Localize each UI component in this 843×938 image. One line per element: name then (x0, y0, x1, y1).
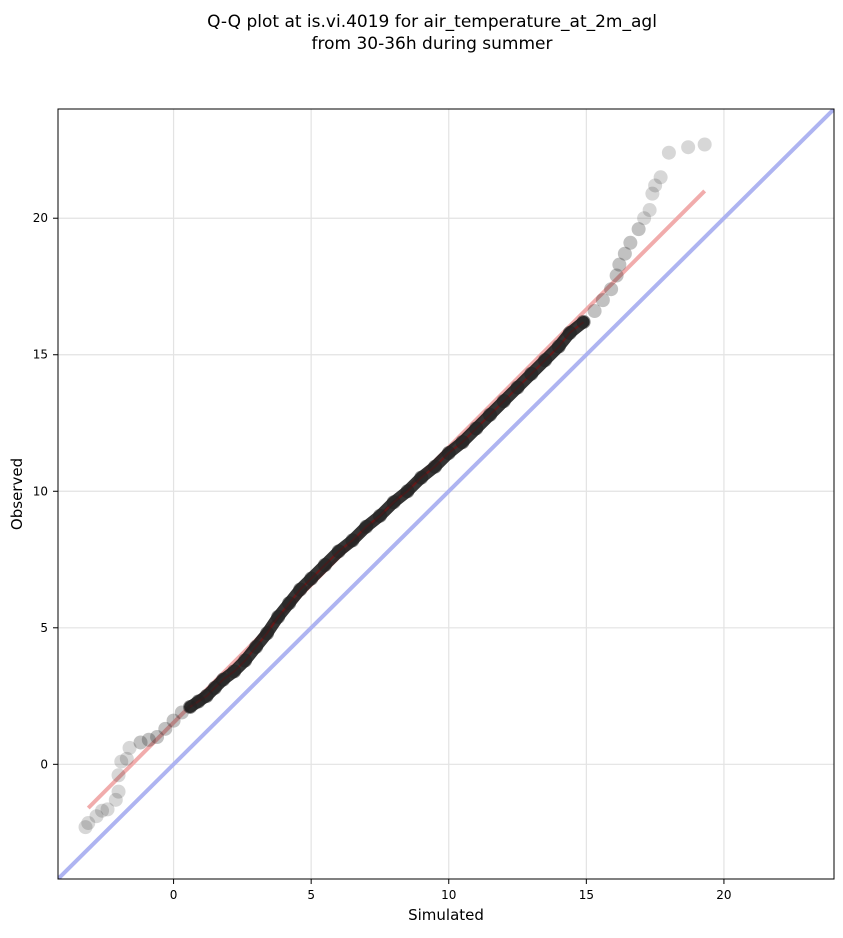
scatter-point (304, 571, 319, 586)
scatter-point (81, 816, 96, 831)
scatter-point (293, 582, 308, 597)
scatter-point (216, 672, 231, 687)
x-axis-ticks: 0 5 10 15 20 (170, 879, 732, 902)
scatter-point (595, 293, 610, 308)
scatter-point (697, 137, 712, 152)
scatter-point (562, 325, 577, 340)
scatter-point (645, 186, 660, 201)
scatter-point (386, 495, 401, 510)
scatter-point (661, 145, 676, 160)
plot-area-frame (57, 108, 835, 880)
x-tick-label: 15 (579, 888, 594, 902)
x-tick-label: 20 (716, 888, 731, 902)
x-axis-label: Simulated (408, 906, 484, 924)
scatter-point (271, 609, 286, 624)
scatter-point (538, 353, 553, 368)
scatter-point (359, 519, 374, 534)
scatter-point (150, 730, 165, 745)
scatter-point (119, 751, 134, 766)
scatter-point (441, 446, 456, 461)
scatter-point (95, 803, 110, 818)
scatter-point (576, 314, 591, 329)
scatter-point (427, 459, 442, 474)
scatter-point (653, 170, 668, 185)
identity-line (58, 109, 834, 879)
scatter-point (551, 339, 566, 354)
scatter-point (78, 820, 93, 835)
y-axis-ticks: 0 5 10 15 20 (33, 211, 58, 771)
scatter-point (238, 653, 253, 668)
scatter-point (372, 508, 387, 523)
x-tick-label: 10 (441, 888, 456, 902)
scatter-point (108, 792, 123, 807)
scatter-point (317, 557, 332, 572)
scatter-point (642, 203, 657, 218)
scatter-point (345, 533, 360, 548)
scatter-point (122, 740, 137, 755)
scatter-point (604, 282, 619, 297)
scatter-point (496, 394, 511, 409)
scatter-point (631, 222, 646, 237)
scatter-point (609, 268, 624, 283)
y-tick-label: 20 (33, 211, 48, 225)
scatter-point (114, 754, 129, 769)
y-axis-label: Observed (8, 458, 26, 530)
scatter-point (648, 178, 663, 193)
scatter-point (510, 380, 525, 395)
y-tick-label: 0 (40, 757, 48, 771)
scatter-point (483, 407, 498, 422)
grid-lines (58, 109, 834, 879)
scatter-point (681, 140, 696, 155)
scatter-point (637, 211, 652, 226)
scatter-point (524, 366, 539, 381)
y-tick-label: 5 (40, 621, 48, 635)
scatter-point (249, 639, 264, 654)
scatter-point (111, 768, 126, 783)
scatter-point (282, 596, 297, 611)
scatter-point (111, 784, 126, 799)
chart-title-line-1: Q-Q plot at is.vi.4019 for air_temperatu… (207, 12, 657, 32)
y-tick-label: 10 (33, 484, 48, 498)
scatter-point (587, 304, 602, 319)
scatter-point (158, 721, 173, 736)
scatter-point (331, 544, 346, 559)
scatter-point (133, 735, 148, 750)
y-tick-label: 15 (33, 348, 48, 362)
scatter-point (100, 802, 115, 817)
scatter-point (400, 484, 415, 499)
scatter-point (414, 470, 429, 485)
scatter-point (166, 713, 181, 728)
scatter-point (623, 235, 638, 250)
scatter-point (617, 246, 632, 261)
chart-title-line-2: from 30-36h during summer (312, 34, 553, 54)
x-tick-label: 5 (307, 888, 315, 902)
scatter-point (141, 732, 156, 747)
scatter-point (260, 626, 275, 641)
scatter-point (89, 809, 104, 824)
scatter-point (612, 257, 627, 272)
scatter-points (78, 137, 712, 835)
scatter-point (455, 435, 470, 450)
scatter-point (469, 421, 484, 436)
scatter-point (227, 664, 242, 679)
x-tick-label: 0 (170, 888, 178, 902)
